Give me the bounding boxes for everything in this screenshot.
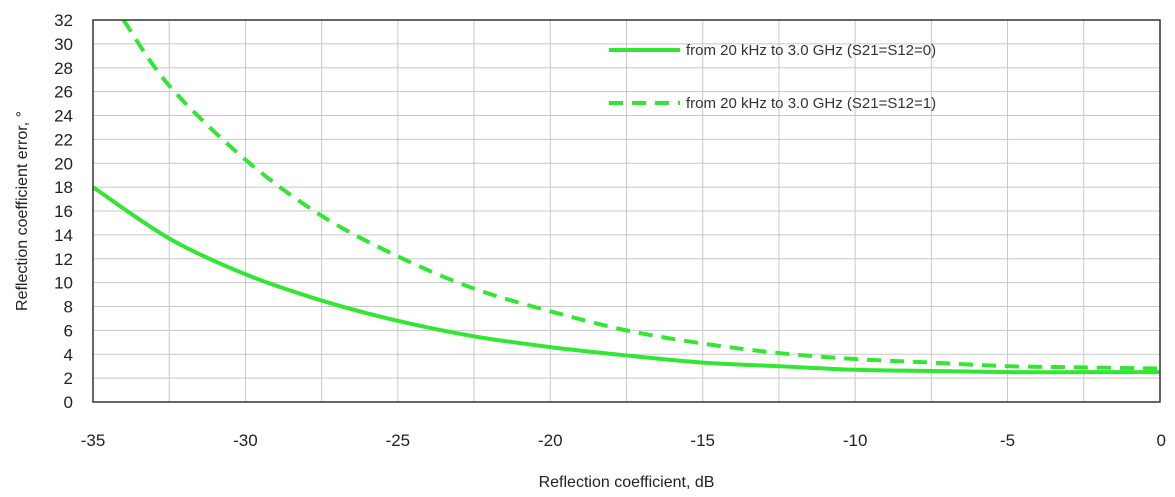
y-tick-label: 26 — [54, 83, 73, 102]
x-tick-label: 0 — [1157, 431, 1166, 450]
legend-label-2: from 20 kHz to 3.0 GHz (S21=S12=1) — [686, 95, 936, 112]
y-tick-label: 14 — [54, 226, 73, 245]
y-tick-label: 28 — [54, 59, 73, 78]
x-tick-label: -30 — [233, 431, 258, 450]
x-tick-label: -10 — [843, 431, 868, 450]
y-tick-label: 8 — [64, 298, 73, 317]
grid — [92, 19, 1161, 403]
legend-label-1: from 20 kHz to 3.0 GHz (S21=S12=0) — [686, 42, 936, 59]
y-tick-label: 2 — [64, 369, 73, 388]
x-tick-labels: -35 -30 -25 -20 -15 -10 -5 0 — [81, 431, 1166, 450]
y-tick-label: 16 — [54, 202, 73, 221]
series-line-2 — [121, 20, 1160, 371]
x-tick-label: -35 — [81, 431, 106, 450]
x-tick-label: -5 — [1000, 431, 1015, 450]
series-layer — [93, 20, 1160, 375]
y-tick-label: 0 — [64, 393, 73, 412]
y-tick-label: 20 — [54, 154, 73, 173]
series-line-1 — [93, 185, 1160, 375]
y-tick-label: 18 — [54, 178, 73, 197]
y-tick-label: 32 — [54, 11, 73, 30]
y-tick-label: 24 — [54, 107, 73, 126]
y-tick-label: 12 — [54, 250, 73, 269]
y-tick-label: 6 — [64, 321, 73, 340]
x-tick-label: -15 — [690, 431, 715, 450]
legend: from 20 kHz to 3.0 GHz (S21=S12=0) from 2… — [609, 42, 936, 112]
x-axis-title: Reflection coefficient, dB — [539, 474, 715, 491]
x-tick-label: -25 — [386, 431, 411, 450]
y-axis-title: Reflection coefficient error, ° — [14, 111, 31, 311]
y-tick-label: 10 — [54, 274, 73, 293]
plot-frame — [92, 19, 1161, 403]
x-tick-label: -20 — [538, 431, 563, 450]
y-tick-label: 22 — [54, 130, 73, 149]
y-tick-label: 4 — [64, 345, 73, 364]
y-tick-label: 30 — [54, 35, 73, 54]
